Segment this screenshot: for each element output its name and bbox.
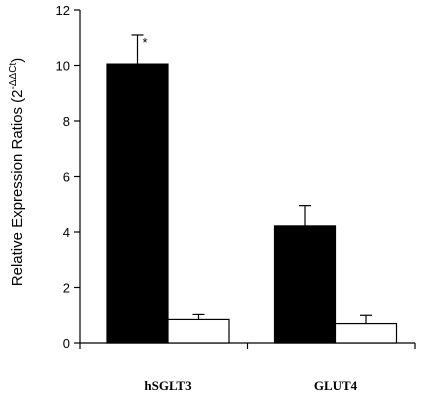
category-labels: hSGLT3 GLUT4: [144, 378, 357, 393]
x-axis: [79, 342, 416, 349]
y-axis-title-superscript: -ΔΔCt: [8, 63, 19, 90]
y-tick-label: 8: [63, 114, 70, 129]
y-axis-title-main: Relative Expression Ratios (2: [9, 89, 26, 286]
y-axis-title: Relative Expression Ratios (2-ΔΔCt): [8, 58, 26, 286]
y-tick-label: 6: [63, 170, 70, 185]
category-label: hSGLT3: [144, 378, 192, 393]
category-label: GLUT4: [314, 378, 358, 393]
bar-hsglt3-0: [106, 63, 169, 344]
x-ticks: [79, 343, 416, 349]
y-tick-label: 12: [56, 3, 70, 18]
y-tick-label: 0: [63, 336, 70, 351]
significance-marker: *: [143, 35, 148, 50]
y-axis-title-tail: ): [9, 58, 26, 63]
y-tick-label: 2: [63, 281, 70, 296]
y-tick-label: 10: [56, 59, 70, 74]
bar-glut4-1: [334, 322, 398, 344]
bars: *: [106, 34, 398, 344]
y-ticks: 0 2 4 6 8 10 12: [56, 3, 80, 351]
y-tick-label: 4: [63, 225, 70, 240]
y-axis: 0 2 4 6 8 10 12: [56, 3, 81, 351]
bar-hsglt3-1: [167, 318, 230, 344]
bar-glut4-0: [273, 225, 337, 344]
